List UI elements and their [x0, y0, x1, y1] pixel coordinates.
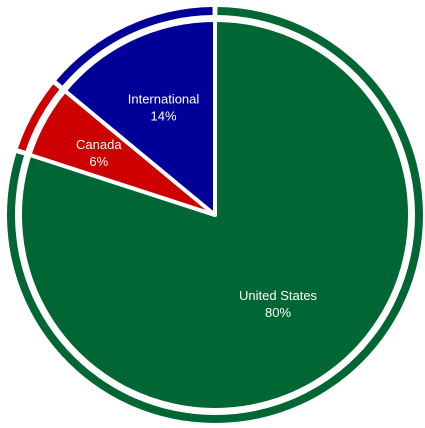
pie-value-canada: 6%: [89, 154, 108, 169]
pie-label-united-states: United States: [239, 288, 318, 303]
pie-value-international: 14%: [151, 109, 177, 124]
pie-value-united-states: 80%: [265, 305, 291, 320]
pie-slice-international: [62, 18, 217, 217]
pie-label-canada: Canada: [76, 137, 122, 152]
pie-ring-international: [56, 7, 213, 86]
pie-label-international: International: [128, 92, 200, 107]
pie-ring-canada: [17, 84, 60, 151]
